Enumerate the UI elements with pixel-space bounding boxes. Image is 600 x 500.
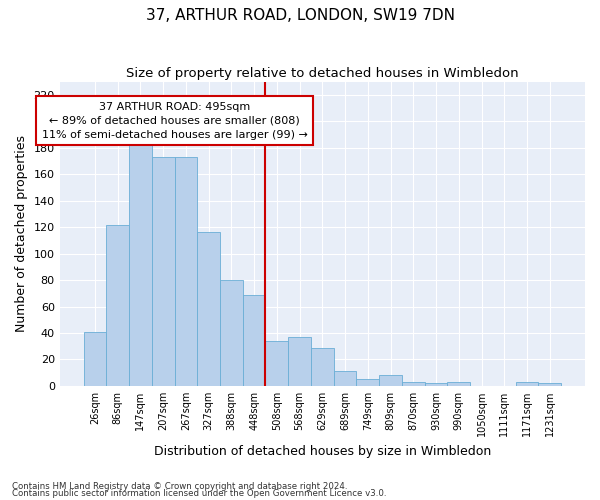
Bar (311, 348, 334, 386)
Bar (106, 224, 129, 386)
Bar (402, 382, 425, 386)
Text: Contains public sector information licensed under the Open Government Licence v3: Contains public sector information licen… (12, 490, 386, 498)
Bar (83, 332, 106, 386)
Bar (152, 157, 175, 386)
Bar (265, 341, 288, 386)
Bar (538, 384, 561, 386)
Bar (515, 382, 538, 386)
Text: Contains HM Land Registry data © Crown copyright and database right 2024.: Contains HM Land Registry data © Crown c… (12, 482, 347, 491)
Bar (197, 232, 220, 386)
Text: 37 ARTHUR ROAD: 495sqm
← 89% of detached houses are smaller (808)
11% of semi-de: 37 ARTHUR ROAD: 495sqm ← 89% of detached… (41, 102, 307, 140)
Bar (243, 294, 265, 386)
Title: Size of property relative to detached houses in Wimbledon: Size of property relative to detached ho… (126, 68, 518, 80)
Bar (356, 380, 379, 386)
Text: 37, ARTHUR ROAD, LONDON, SW19 7DN: 37, ARTHUR ROAD, LONDON, SW19 7DN (146, 8, 455, 22)
Bar (288, 337, 311, 386)
Bar (425, 384, 448, 386)
Bar (448, 382, 470, 386)
Y-axis label: Number of detached properties: Number of detached properties (15, 136, 28, 332)
Bar (379, 376, 402, 386)
Bar (129, 144, 152, 386)
Bar (220, 280, 243, 386)
Bar (175, 157, 197, 386)
X-axis label: Distribution of detached houses by size in Wimbledon: Distribution of detached houses by size … (154, 444, 491, 458)
Bar (334, 372, 356, 386)
